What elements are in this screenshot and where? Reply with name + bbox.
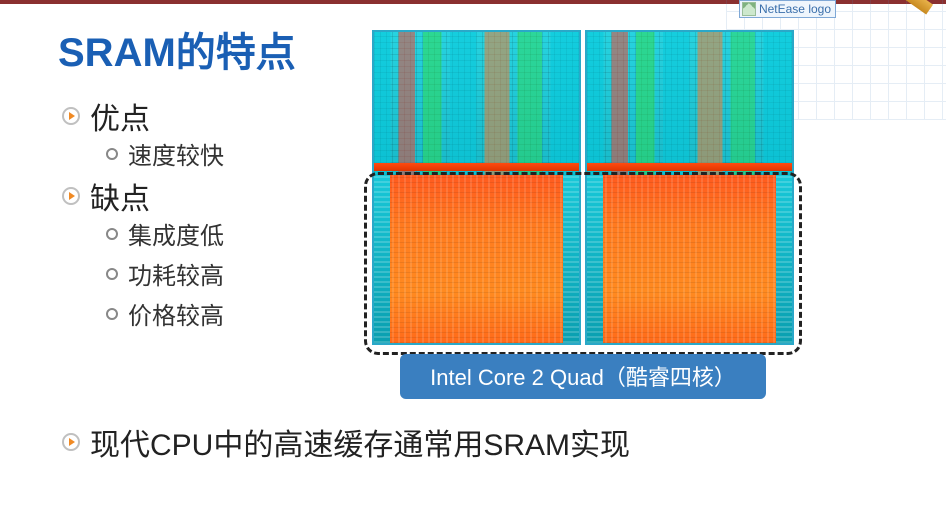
sub-bullet-price: 价格较高 bbox=[106, 296, 224, 331]
bullet-disadvantages-label: 缺点 bbox=[90, 174, 150, 218]
cache-region bbox=[374, 175, 579, 343]
slide-title: SRAM的特点 bbox=[58, 20, 296, 78]
image-placeholder-icon bbox=[742, 2, 756, 16]
side-strip-right bbox=[776, 175, 792, 343]
sub-bullet-density: 集成度低 bbox=[106, 216, 224, 251]
mid-bar bbox=[587, 163, 792, 171]
logic-region bbox=[374, 32, 579, 175]
logic-region bbox=[587, 32, 792, 175]
ring-bullet-icon bbox=[106, 228, 118, 240]
play-bullet-icon bbox=[62, 187, 80, 205]
play-bullet-icon bbox=[62, 433, 80, 451]
die-pair bbox=[372, 30, 794, 345]
sub-bullet-label: 集成度低 bbox=[128, 216, 224, 251]
bottom-line-text: 现代CPU中的高速缓存通常用SRAM实现 bbox=[90, 420, 630, 464]
bullet-bottom-line: 现代CPU中的高速缓存通常用SRAM实现 bbox=[62, 420, 630, 464]
side-strip-left bbox=[587, 175, 603, 343]
die-left bbox=[372, 30, 581, 345]
sub-bullet-power: 功耗较高 bbox=[106, 256, 224, 291]
bullet-advantages-label: 优点 bbox=[90, 94, 150, 138]
bullet-advantages: 优点 bbox=[62, 94, 150, 138]
bullet-disadvantages: 缺点 bbox=[62, 174, 150, 218]
sub-bullet-label: 价格较高 bbox=[128, 296, 224, 331]
ring-bullet-icon bbox=[106, 148, 118, 160]
die-right bbox=[585, 30, 794, 345]
die-caption: Intel Core 2 Quad（酷睿四核） bbox=[400, 354, 766, 399]
netease-logo-badge: NetEase logo bbox=[739, 0, 836, 18]
sub-bullet-speed: 速度较快 bbox=[106, 136, 224, 171]
netease-label: NetEase logo bbox=[759, 2, 831, 16]
side-strip-left bbox=[374, 175, 390, 343]
ring-bullet-icon bbox=[106, 268, 118, 280]
play-bullet-icon bbox=[62, 107, 80, 125]
sub-bullet-label: 功耗较高 bbox=[128, 256, 224, 291]
ring-bullet-icon bbox=[106, 308, 118, 320]
side-strip-right bbox=[563, 175, 579, 343]
die-image bbox=[372, 30, 794, 345]
cache-region bbox=[587, 175, 792, 343]
mid-bar bbox=[374, 163, 579, 171]
sub-bullet-label: 速度较快 bbox=[128, 136, 224, 171]
